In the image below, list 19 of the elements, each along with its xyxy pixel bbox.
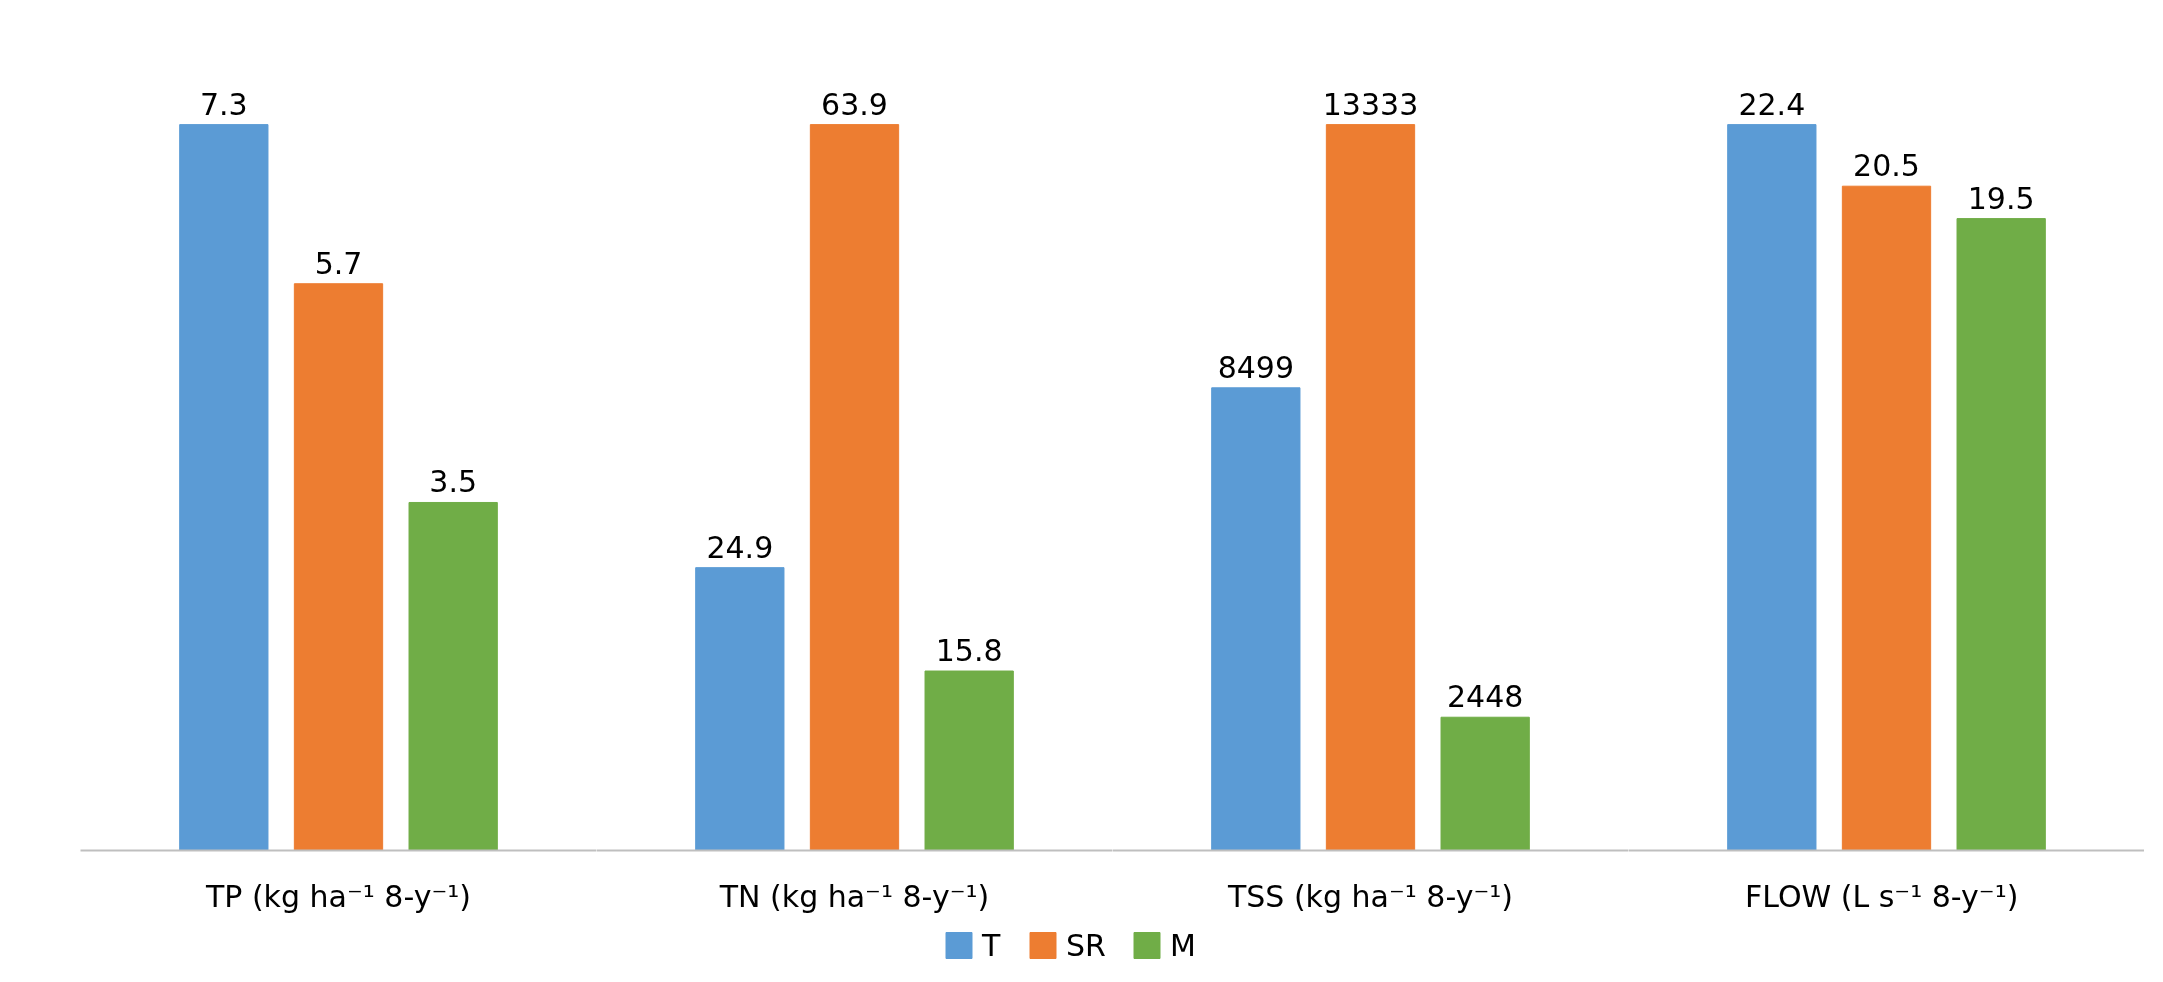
data-label: 5.7 bbox=[314, 245, 363, 281]
x-axis-title: TSS (kg ha⁻¹ 8-y⁻¹) bbox=[1226, 878, 1514, 914]
data-label: 7.3 bbox=[199, 86, 248, 122]
data-label: 22.4 bbox=[1738, 86, 1806, 122]
data-label: 24.9 bbox=[706, 529, 774, 565]
data-label: 63.9 bbox=[821, 86, 888, 122]
data-label: 19.5 bbox=[1967, 180, 2035, 216]
legend-label: T bbox=[981, 928, 1001, 963]
data-label: 3.5 bbox=[429, 464, 478, 500]
x-axis-title: TP (kg ha⁻¹ 8-y⁻¹) bbox=[204, 878, 472, 914]
x-axis-title: TN (kg ha⁻¹ 8-y⁻¹) bbox=[718, 878, 990, 914]
x-axis-title: FLOW (L s⁻¹ 8-y⁻¹) bbox=[1745, 878, 2019, 914]
legend-label: SR bbox=[1066, 928, 1106, 963]
data-label: 8499 bbox=[1217, 349, 1295, 385]
data-label: 15.8 bbox=[935, 633, 1003, 669]
data-label: 13333 bbox=[1322, 86, 1419, 122]
legend-label: M bbox=[1170, 928, 1196, 963]
data-label: 20.5 bbox=[1853, 148, 1920, 184]
data-label: 2448 bbox=[1446, 679, 1524, 715]
